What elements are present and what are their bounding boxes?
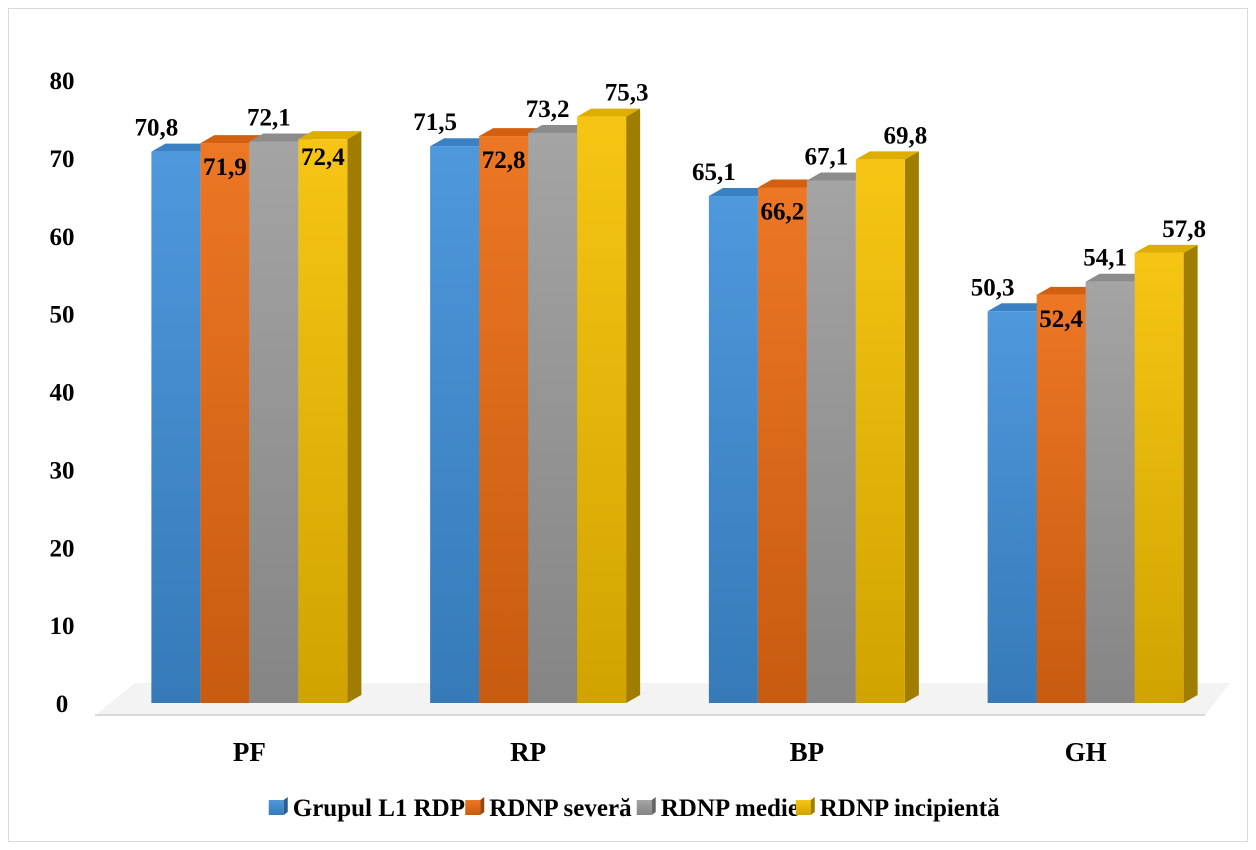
bar-side (347, 131, 362, 703)
legend-item: RDNP medie (636, 795, 799, 822)
legend-item: RDNP incipientă (795, 795, 1000, 822)
data-labels: 70,8 71,972,1 72,4 71,5 72,873,2 75,3 65,1 66,2… (135, 80, 1207, 333)
legend-swatch (465, 800, 481, 815)
y-tick-label: 10 (50, 613, 75, 640)
legend-label: RDNP medie (661, 795, 799, 822)
y-tick-label: 30 (50, 457, 75, 484)
data-label: 70,8 (135, 115, 179, 142)
legend: Grupul L1 RDP RDNP severă RDNP medie RDNP i… (268, 795, 1000, 822)
legend-label: RDNP severă (489, 795, 632, 822)
data-label: 72,4 (301, 144, 345, 171)
data-label: 65,1 (692, 159, 736, 186)
bar-top (757, 179, 821, 188)
bar-front (577, 116, 627, 703)
data-label: 57,8 (1162, 216, 1206, 243)
x-category-label: GH (1065, 737, 1107, 767)
bar-top (298, 131, 362, 140)
bar-front (1085, 281, 1135, 703)
legend-swatch-side (480, 797, 485, 815)
bar-side (1183, 244, 1198, 703)
legend-swatch (795, 800, 811, 815)
bar-front (708, 196, 758, 703)
y-tick-label: 0 (56, 691, 69, 718)
bars (151, 108, 1198, 704)
legend-label: RDNP incipientă (820, 795, 1000, 822)
bar-front (298, 139, 348, 703)
bar-front (806, 180, 856, 704)
legend-item: RDNP severă (465, 795, 632, 822)
bar (298, 131, 362, 703)
data-label: 72,1 (247, 105, 291, 132)
y-tick-label: 80 (50, 68, 75, 95)
legend-label: Grupul L1 RDP (293, 795, 465, 822)
bar-top (479, 128, 543, 137)
data-label: 71,5 (413, 109, 457, 136)
bar-top (1036, 286, 1100, 295)
bar-top (430, 138, 494, 147)
bar-top (249, 133, 313, 142)
x-category-label: RP (510, 737, 546, 767)
y-tick-label: 60 (50, 224, 75, 251)
bar-front (200, 143, 250, 704)
legend-swatch-side (651, 797, 656, 815)
bar-top (806, 172, 870, 181)
legend-swatch-side (283, 797, 288, 815)
y-axis-ticks: 0 10 20 30 40 50 60 70 80 (50, 68, 75, 718)
y-tick-label: 50 (50, 302, 75, 329)
data-label: 71,9 (203, 154, 247, 181)
bar-top (987, 303, 1051, 312)
chart-floor (95, 683, 1230, 716)
bar-side (904, 151, 919, 703)
bar (1134, 244, 1198, 703)
data-label: 72,8 (482, 147, 526, 174)
y-tick-label: 70 (50, 146, 75, 173)
bar-side (626, 108, 641, 703)
bar-front (479, 136, 529, 703)
bar-front (528, 132, 578, 703)
bar-top (528, 124, 592, 133)
x-category-label: BP (790, 737, 825, 767)
data-label: 73,2 (526, 96, 570, 123)
bar-top (708, 188, 772, 197)
bar-front (855, 159, 905, 703)
bar-front (151, 151, 201, 703)
legend-swatch (636, 800, 652, 815)
bar (577, 108, 641, 703)
bar-top (200, 135, 264, 144)
bar-top (1134, 244, 1198, 253)
y-tick-label: 20 (50, 535, 75, 562)
bar-front (430, 146, 480, 704)
bar-front (757, 187, 807, 703)
legend-swatch-side (810, 797, 815, 815)
bar-front (249, 141, 299, 704)
legend-swatch (268, 800, 284, 815)
data-label: 66,2 (761, 198, 805, 225)
floor-plane (95, 683, 1230, 715)
y-tick-label: 40 (50, 380, 75, 407)
data-label: 50,3 (971, 274, 1015, 301)
bar-top (151, 143, 215, 152)
data-label: 67,1 (805, 143, 849, 170)
data-label: 75,3 (605, 80, 649, 107)
x-axis-categories: PF RP BP GH (233, 737, 1107, 767)
bar-front (987, 311, 1037, 703)
legend-item: Grupul L1 RDP (268, 795, 465, 822)
data-label: 52,4 (1039, 306, 1083, 333)
bar (855, 151, 919, 703)
bar-top (1085, 273, 1149, 282)
bar-front (1036, 294, 1086, 703)
bar-front (1134, 252, 1184, 703)
x-category-label: PF (233, 737, 266, 767)
bar-top (855, 151, 919, 160)
data-label: 54,1 (1083, 245, 1127, 272)
bar-top (577, 108, 641, 117)
data-label: 69,8 (884, 122, 928, 149)
